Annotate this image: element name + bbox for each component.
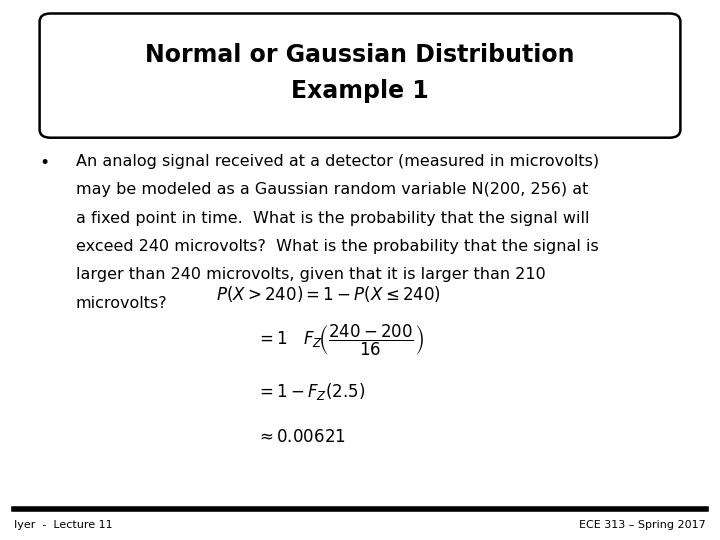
Text: may be modeled as a Gaussian random variable N(200, 256) at: may be modeled as a Gaussian random vari… xyxy=(76,183,588,197)
Text: Iyer  -  Lecture 11: Iyer - Lecture 11 xyxy=(14,520,113,530)
Text: •: • xyxy=(40,154,50,172)
FancyBboxPatch shape xyxy=(40,14,680,138)
Text: $= 1 \quad F_Z\!\left(\dfrac{240 - 200}{16}\right)$: $= 1 \quad F_Z\!\left(\dfrac{240 - 200}{… xyxy=(256,322,423,358)
Text: $\approx 0.00621$: $\approx 0.00621$ xyxy=(256,428,346,447)
Text: a fixed point in time.  What is the probability that the signal will: a fixed point in time. What is the proba… xyxy=(76,211,589,226)
Text: $= 1 - F_Z(2.5)$: $= 1 - F_Z(2.5)$ xyxy=(256,381,365,402)
Text: exceed 240 microvolts?  What is the probability that the signal is: exceed 240 microvolts? What is the proba… xyxy=(76,239,598,254)
Text: $P(X > 240) = 1 - P(X \leq 240)$: $P(X > 240) = 1 - P(X \leq 240)$ xyxy=(216,284,441,305)
Text: Normal or Gaussian Distribution
Example 1: Normal or Gaussian Distribution Example … xyxy=(145,43,575,103)
Text: microvolts?: microvolts? xyxy=(76,296,167,310)
Text: An analog signal received at a detector (measured in microvolts): An analog signal received at a detector … xyxy=(76,154,599,169)
Text: ECE 313 – Spring 2017: ECE 313 – Spring 2017 xyxy=(579,520,706,530)
Text: larger than 240 microvolts, given that it is larger than 210: larger than 240 microvolts, given that i… xyxy=(76,267,545,282)
